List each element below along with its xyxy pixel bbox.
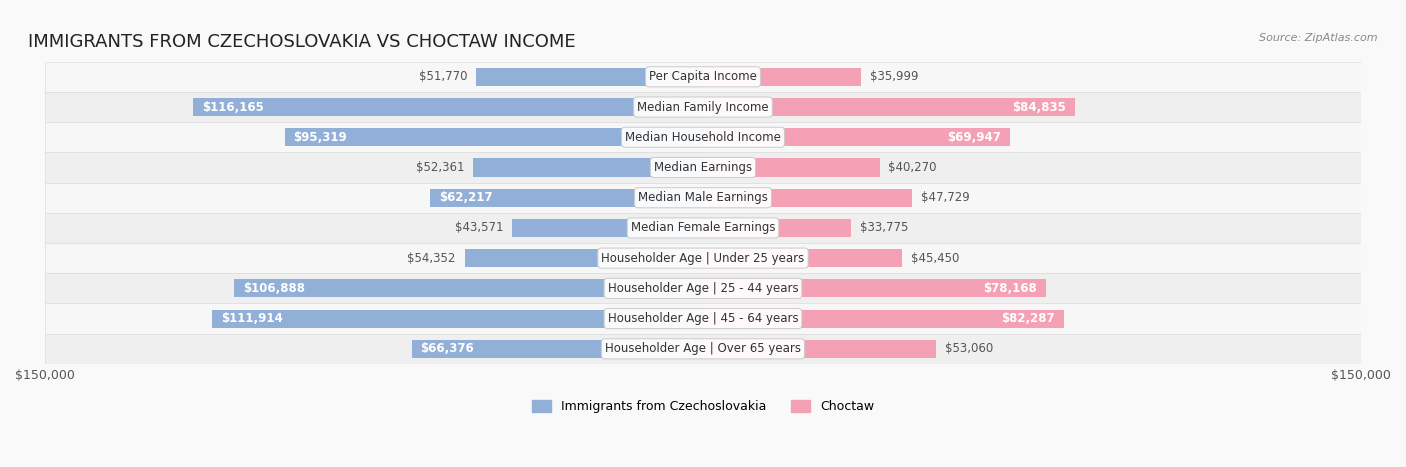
Text: $84,835: $84,835 [1012, 100, 1066, 113]
Text: Median Male Earnings: Median Male Earnings [638, 191, 768, 204]
Text: $33,775: $33,775 [860, 221, 908, 234]
Legend: Immigrants from Czechoslovakia, Choctaw: Immigrants from Czechoslovakia, Choctaw [527, 396, 879, 418]
Bar [464, 249, 703, 267]
FancyBboxPatch shape [45, 183, 1361, 213]
Bar [233, 279, 703, 297]
Text: $52,361: $52,361 [416, 161, 464, 174]
Text: Householder Age | Over 65 years: Householder Age | Over 65 years [605, 342, 801, 355]
Bar [703, 189, 912, 207]
Bar [512, 219, 703, 237]
Text: $69,947: $69,947 [948, 131, 1001, 144]
Bar [285, 128, 703, 146]
Text: Median Household Income: Median Household Income [626, 131, 780, 144]
Text: $40,270: $40,270 [889, 161, 936, 174]
Bar [430, 189, 703, 207]
FancyBboxPatch shape [45, 92, 1361, 122]
Bar [703, 219, 851, 237]
FancyBboxPatch shape [45, 243, 1361, 273]
Bar [703, 158, 880, 177]
Text: Per Capita Income: Per Capita Income [650, 71, 756, 83]
Text: Householder Age | 45 - 64 years: Householder Age | 45 - 64 years [607, 312, 799, 325]
Text: $78,168: $78,168 [983, 282, 1038, 295]
Text: $111,914: $111,914 [221, 312, 283, 325]
Text: $116,165: $116,165 [202, 100, 264, 113]
Text: Householder Age | Under 25 years: Householder Age | Under 25 years [602, 252, 804, 265]
Bar [703, 279, 1046, 297]
Text: $66,376: $66,376 [420, 342, 474, 355]
Text: $43,571: $43,571 [454, 221, 503, 234]
FancyBboxPatch shape [45, 304, 1361, 334]
Bar [412, 340, 703, 358]
Bar [703, 310, 1064, 328]
Text: Source: ZipAtlas.com: Source: ZipAtlas.com [1260, 33, 1378, 42]
Text: $35,999: $35,999 [870, 71, 918, 83]
FancyBboxPatch shape [45, 273, 1361, 304]
FancyBboxPatch shape [45, 152, 1361, 183]
Bar [194, 98, 703, 116]
Text: Householder Age | 25 - 44 years: Householder Age | 25 - 44 years [607, 282, 799, 295]
Text: $53,060: $53,060 [945, 342, 993, 355]
Text: $51,770: $51,770 [419, 71, 467, 83]
Text: Median Female Earnings: Median Female Earnings [631, 221, 775, 234]
Bar [475, 68, 703, 86]
Text: $62,217: $62,217 [439, 191, 492, 204]
Text: $47,729: $47,729 [921, 191, 970, 204]
Bar [703, 249, 903, 267]
Bar [703, 68, 860, 86]
FancyBboxPatch shape [45, 62, 1361, 92]
FancyBboxPatch shape [45, 213, 1361, 243]
Text: $95,319: $95,319 [294, 131, 347, 144]
Text: $106,888: $106,888 [243, 282, 305, 295]
Text: $82,287: $82,287 [1001, 312, 1056, 325]
Text: IMMIGRANTS FROM CZECHOSLOVAKIA VS CHOCTAW INCOME: IMMIGRANTS FROM CZECHOSLOVAKIA VS CHOCTA… [28, 33, 575, 51]
Text: $45,450: $45,450 [911, 252, 959, 265]
Bar [703, 340, 936, 358]
Bar [703, 128, 1010, 146]
Bar [474, 158, 703, 177]
FancyBboxPatch shape [45, 334, 1361, 364]
Bar [212, 310, 703, 328]
Text: Median Family Income: Median Family Income [637, 100, 769, 113]
FancyBboxPatch shape [45, 122, 1361, 152]
Text: Median Earnings: Median Earnings [654, 161, 752, 174]
Text: $54,352: $54,352 [408, 252, 456, 265]
Bar [703, 98, 1076, 116]
